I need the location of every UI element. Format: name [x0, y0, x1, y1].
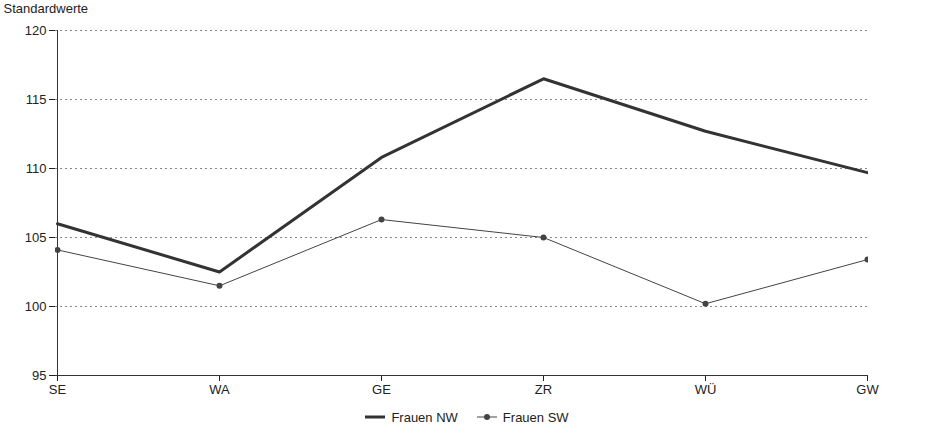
svg-text:Standardwerte: Standardwerte	[4, 1, 89, 16]
svg-text:ZR: ZR	[535, 382, 552, 397]
svg-text:105: 105	[25, 230, 47, 245]
svg-text:GW: GW	[856, 382, 879, 397]
svg-text:SE: SE	[49, 382, 67, 397]
html-text:Frauen NW: Frauen NW	[391, 409, 458, 425]
svg-text:95: 95	[32, 368, 46, 383]
svg-text:100: 100	[25, 299, 47, 314]
html-text:Frauen SW: Frauen SW	[502, 409, 569, 425]
svg-text:120: 120	[25, 23, 47, 38]
svg-text:GE: GE	[372, 382, 391, 397]
svg-text:WA: WA	[209, 382, 230, 397]
svg-text:110: 110	[26, 161, 47, 176]
svg-text:115: 115	[26, 92, 47, 107]
svg-text:WÜ: WÜ	[695, 382, 717, 397]
